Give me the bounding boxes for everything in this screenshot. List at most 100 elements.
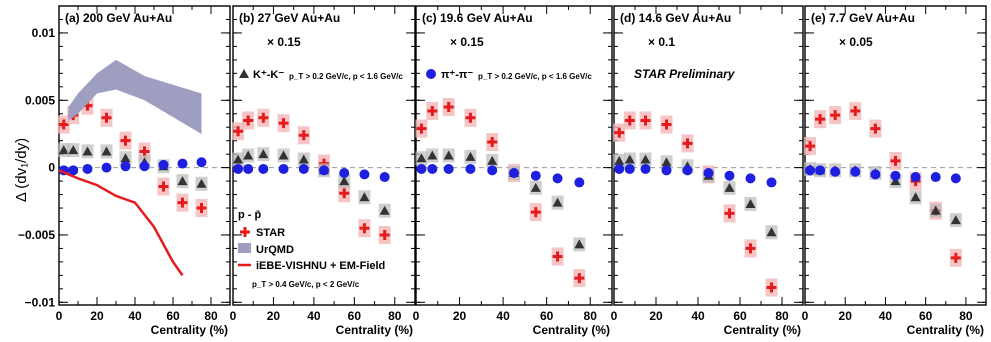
kaon-point: [552, 197, 563, 207]
pion-point: [233, 163, 244, 174]
pion-point: [815, 165, 826, 176]
x-tick-label: 60: [166, 309, 180, 323]
pion-point: [766, 177, 777, 188]
star-proton-point: [465, 112, 476, 123]
x-tick-label: 40: [128, 309, 142, 323]
x-tick-label: 40: [307, 309, 321, 323]
kaon-point: [950, 215, 961, 225]
kaon-point: [243, 150, 254, 160]
star-proton-point: [850, 106, 861, 117]
kaon-point: [910, 192, 921, 202]
pion-point: [805, 165, 816, 176]
x-tick-label: 40: [496, 309, 510, 323]
panel-title: (c) 19.6 GeV Au+Au: [422, 11, 533, 25]
kaon-point: [745, 198, 756, 208]
panel-0: 0 20 40 60 80 0.01 0.005 0 −0.005 −0.01 Centrality…: [18, 5, 231, 337]
star-proton-point: [278, 118, 289, 129]
kaon-point: [465, 151, 476, 161]
x-tick-label: 0: [802, 309, 809, 323]
panel-scale-factor: × 0.1: [648, 35, 675, 49]
pion-point: [177, 158, 188, 169]
pion-point: [724, 170, 735, 181]
pion-point: [614, 163, 625, 174]
hydro-curve: [58, 169, 184, 277]
pion-point: [443, 163, 454, 174]
x-tick-label: 20: [649, 309, 663, 323]
urqmd-band: [68, 59, 202, 134]
legend-pion-cuts: p_T > 0.2 GeV/c, p < 1.6 GeV/c: [478, 72, 592, 81]
panels: 0 20 40 60 80 0.01 0.005 0 −0.005 −0.01 Centrality…: [18, 5, 987, 337]
legend-urqmd-label: UrQMD: [256, 244, 294, 256]
star-proton-point: [139, 146, 150, 157]
pion-point: [416, 163, 427, 174]
panel-scale-factor: × 0.05: [839, 35, 873, 49]
kaon-point: [258, 149, 269, 159]
kaon-point: [487, 155, 498, 165]
star-proton-point: [640, 115, 651, 126]
star-proton-point: [58, 119, 69, 130]
kaon-point: [278, 150, 289, 160]
legend-kaon-marker: [239, 69, 249, 78]
pion-point: [830, 166, 841, 177]
star-proton-point: [359, 223, 370, 234]
star-proton-point: [574, 273, 585, 284]
star-proton-point: [233, 126, 244, 137]
x-tick-label: 60: [733, 309, 747, 323]
x-tick-label: 0: [611, 309, 618, 323]
kaon-point: [101, 146, 112, 156]
x-tick-label: 40: [691, 309, 705, 323]
star-proton-point: [158, 181, 169, 192]
star-proton-point: [682, 138, 693, 149]
star-proton-point: [624, 115, 635, 126]
panel-title: (b) 27 GeV Au+Au: [239, 11, 340, 25]
pion-point: [139, 161, 150, 172]
star-proton-point: [950, 252, 961, 263]
pion-point: [379, 172, 390, 183]
x-axis-label: Centrality (%): [724, 323, 801, 337]
legend-star-marker: [240, 227, 250, 237]
star-proton-point: [870, 123, 881, 134]
pion-point: [703, 168, 714, 179]
x-axis-label: Centrality (%): [907, 323, 984, 337]
pion-point: [850, 166, 861, 177]
y-tick-label: 0.005: [25, 93, 55, 107]
x-tick-label: 0: [413, 309, 420, 323]
kaon-point: [614, 155, 625, 165]
pion-point: [196, 157, 207, 168]
x-tick-label: 80: [959, 309, 973, 323]
kaon-point: [530, 182, 541, 192]
star-proton-point: [805, 141, 816, 152]
pion-point: [574, 177, 585, 188]
kaon-point: [661, 157, 672, 167]
star-proton-point: [177, 197, 188, 208]
kaon-point: [120, 153, 131, 163]
legend-kaon-cuts: p_T > 0.2 GeV/c, p < 1.6 GeV/c: [289, 72, 403, 81]
star-proton-point: [815, 114, 826, 125]
kaon-point: [359, 192, 370, 202]
pion-point: [624, 163, 635, 174]
panel-title: (e) 7.7 GeV Au+Au: [811, 11, 915, 25]
legend-pion-marker: [426, 69, 436, 79]
x-tick-label: 40: [879, 309, 893, 323]
pion-point: [427, 163, 438, 174]
pion-point: [278, 163, 289, 174]
kaon-point: [724, 182, 735, 192]
panel-scale-factor: × 0.15: [450, 35, 484, 49]
kaon-point: [624, 154, 635, 164]
kaon-point: [766, 227, 777, 237]
star-proton-point: [427, 106, 438, 117]
pion-point: [682, 165, 693, 176]
y-tick-label: 0: [48, 161, 55, 175]
star-proton-point: [196, 203, 207, 214]
y-tick-label: −0.01: [25, 295, 56, 309]
x-tick-label: 60: [919, 309, 933, 323]
x-tick-label: 60: [348, 309, 362, 323]
panel-title: (a) 200 GeV Au+Au: [65, 11, 172, 25]
pion-point: [339, 168, 350, 179]
x-tick-label: 20: [839, 309, 853, 323]
kaon-point: [379, 205, 390, 215]
kaon-point: [58, 145, 69, 155]
x-tick-label: 80: [584, 309, 598, 323]
